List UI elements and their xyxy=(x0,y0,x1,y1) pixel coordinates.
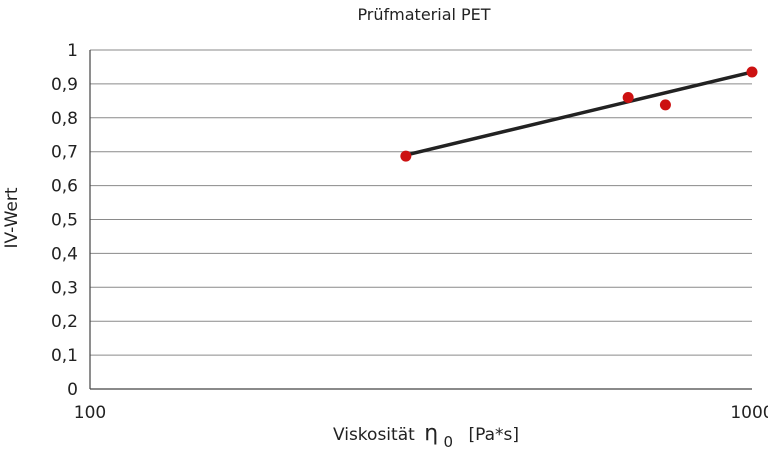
data-point xyxy=(400,150,412,162)
data-point xyxy=(622,91,634,103)
chart-title: Prüfmaterial PET xyxy=(357,5,490,24)
y-tick-labels: 0 0,1 0,2 0,3 0,4 0,5 0,6 0,7 0,8 0,9 1 xyxy=(51,41,78,400)
y-tick-label: 0,6 xyxy=(51,177,78,197)
x-axis-label: Viskosität η 0 [Pa*s] xyxy=(333,421,519,452)
y-tick-label: 0,9 xyxy=(51,75,78,95)
x-axis-label-text: Viskosität xyxy=(333,425,415,445)
y-tick-label: 1 xyxy=(67,41,78,61)
x-axis-label-unit: [Pa*s] xyxy=(469,425,520,445)
y-tick-label: 0,8 xyxy=(51,109,78,129)
y-tick-label: 0 xyxy=(67,380,78,400)
x-tick-label: 100 xyxy=(74,403,106,423)
x-tick-labels: 100 1000 xyxy=(74,403,768,423)
data-point xyxy=(746,66,758,78)
x-axis-label-symbol: η xyxy=(424,421,438,446)
y-axis-label: IV-Wert xyxy=(2,187,22,248)
x-tick-label: 1000 xyxy=(730,403,768,423)
trend-line xyxy=(405,70,753,157)
x-axis-label-subscript: 0 xyxy=(444,433,454,451)
y-tick-label: 0,7 xyxy=(51,143,78,163)
y-tick-label: 0,5 xyxy=(51,211,78,231)
data-point xyxy=(659,99,671,111)
y-tick-label: 0,4 xyxy=(51,244,78,264)
y-tick-label: 0,2 xyxy=(51,312,78,332)
y-tick-label: 0,3 xyxy=(51,278,78,298)
data-points xyxy=(400,66,758,162)
grid-lines xyxy=(90,49,752,356)
y-tick-label: 0,1 xyxy=(51,346,78,366)
